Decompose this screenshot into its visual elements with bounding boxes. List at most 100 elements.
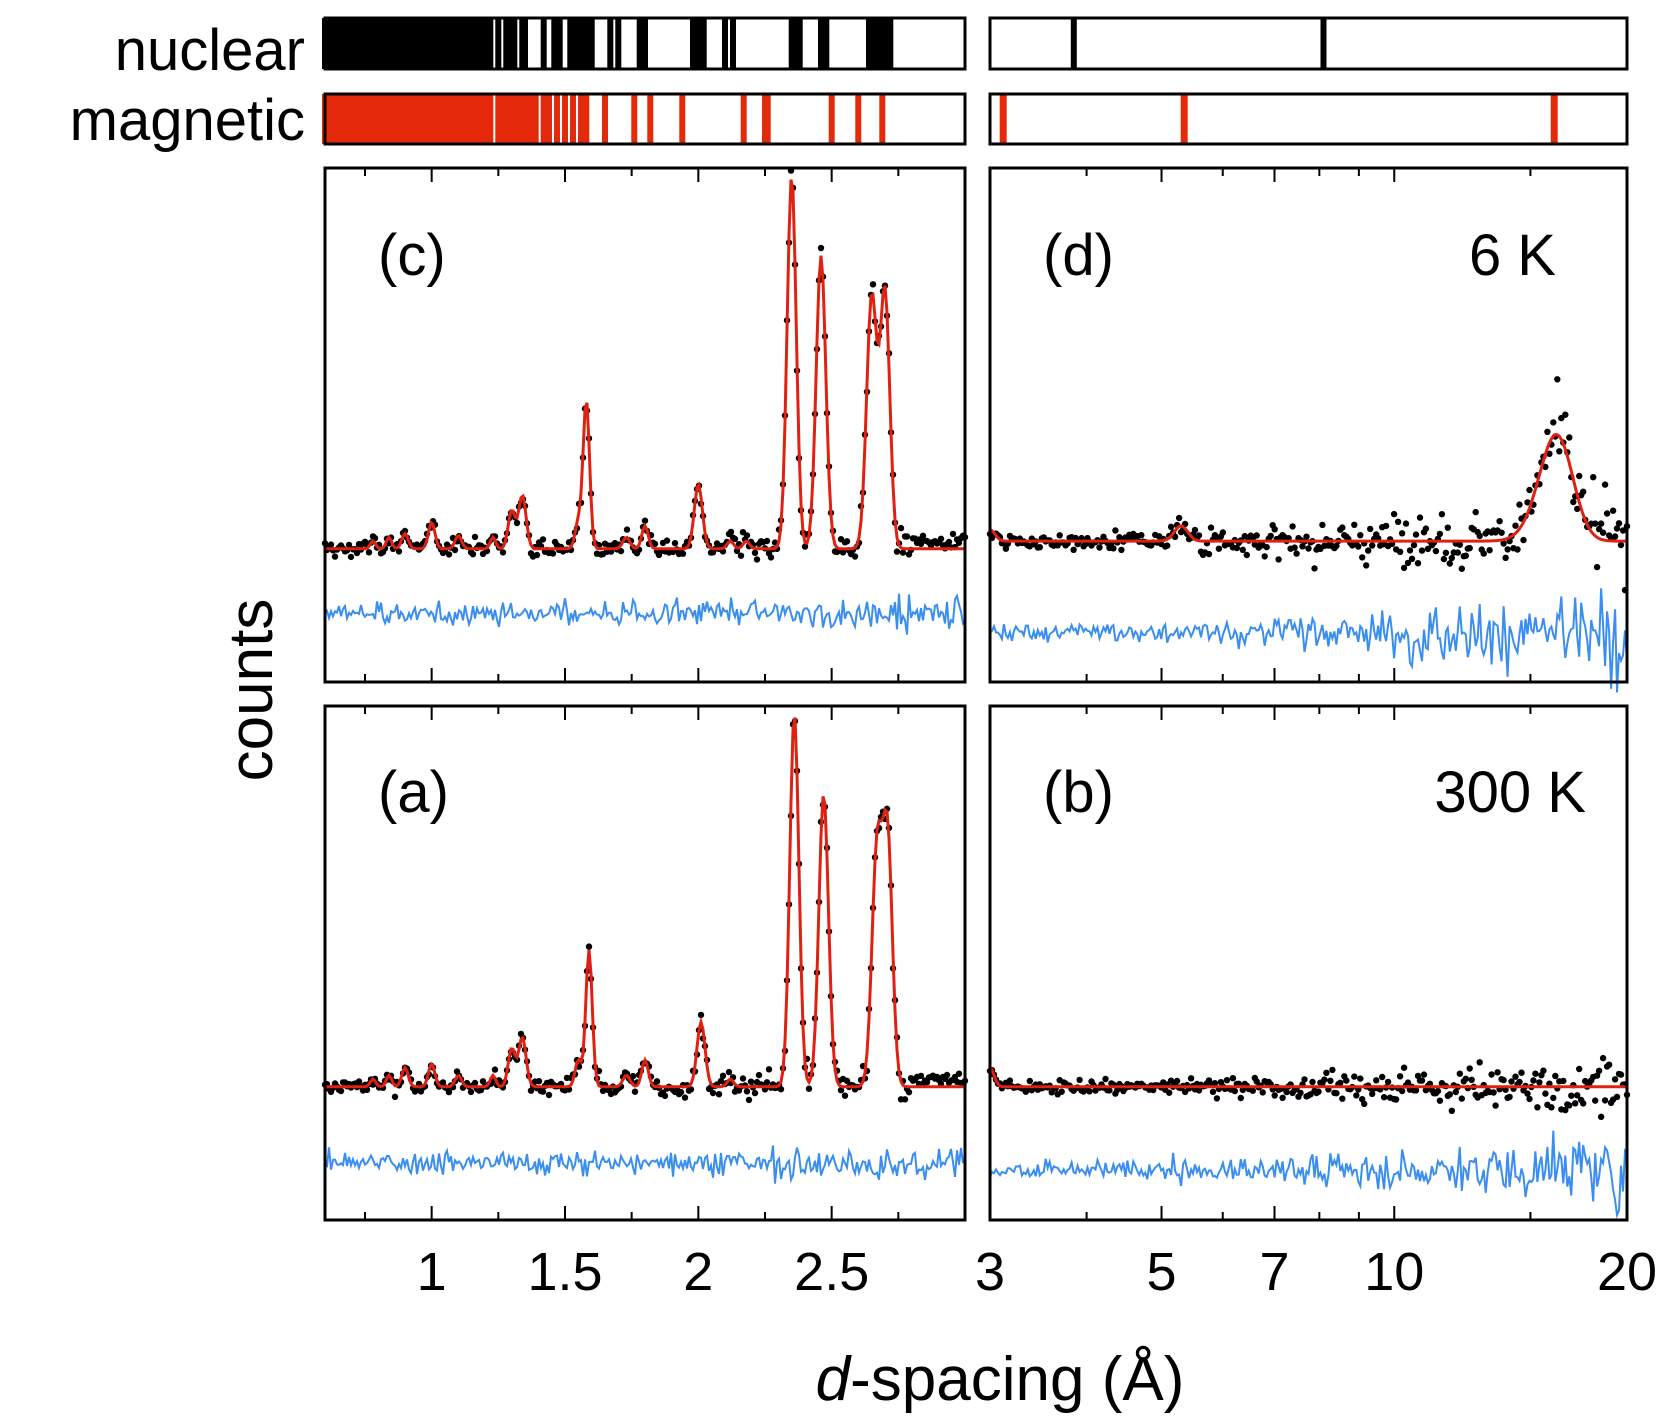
reflection-tick [764, 94, 771, 144]
magnetic-tick-marks-right [999, 94, 1558, 144]
data-point [1291, 544, 1298, 551]
data-point [391, 1093, 399, 1101]
data-point [1414, 560, 1422, 567]
nuclear-tick-marks-right [1070, 18, 1327, 69]
data-point [1617, 541, 1625, 549]
data-point [905, 1089, 913, 1096]
data-point [661, 1092, 669, 1100]
data-point [901, 1096, 909, 1103]
data-point [1556, 448, 1563, 455]
data-point [1480, 550, 1487, 557]
x-axis-label-rest: -spacing (Å) [850, 1345, 1184, 1414]
panel-b-label: (b) [1043, 760, 1114, 825]
data-point [1454, 549, 1462, 556]
data-point [1452, 1088, 1460, 1096]
reflection-tick [556, 18, 563, 69]
data-point [345, 541, 353, 549]
data-point [1305, 545, 1312, 552]
reflection-tick [540, 18, 547, 69]
reflection-tick [522, 94, 528, 144]
reflection-tick [364, 18, 371, 69]
data-point [869, 281, 877, 288]
reflection-tick [722, 18, 728, 69]
temperature-6K-label: 6 K [1469, 223, 1556, 288]
data-point [1500, 540, 1507, 547]
data-point [1597, 520, 1605, 527]
data-point [1546, 450, 1553, 457]
data-point [1406, 547, 1414, 554]
data-point [1568, 1092, 1575, 1099]
reflection-tick [642, 18, 648, 69]
data-point [1293, 550, 1300, 557]
data-point [1309, 1078, 1316, 1086]
data-point [1327, 1077, 1334, 1085]
data-point [715, 1091, 723, 1098]
data-point [1570, 498, 1577, 506]
data-point [1026, 1077, 1034, 1085]
reflection-tick [636, 18, 643, 69]
reflection-tick [364, 94, 371, 144]
data-point [1448, 554, 1456, 562]
y-axis-label: counts [217, 599, 286, 782]
reflection-tick [354, 18, 360, 69]
data-point [1299, 543, 1306, 550]
reflection-tick [511, 18, 518, 69]
data-point [1611, 1076, 1619, 1083]
data-point [1605, 1061, 1613, 1068]
data-point [1116, 534, 1123, 541]
reflection-tick [359, 18, 366, 69]
data-point [1412, 531, 1420, 538]
data-point [1599, 1054, 1607, 1062]
data-point [1601, 1097, 1609, 1104]
data-point [1508, 1078, 1515, 1085]
reflection-tick [482, 94, 488, 144]
reflection-tick [570, 94, 576, 144]
reflection-tick [818, 18, 824, 69]
reflection-tick [343, 18, 350, 69]
data-point [479, 1078, 487, 1085]
reflection-tick [370, 18, 376, 69]
reflection-tick [402, 18, 408, 69]
reflection-tick [396, 18, 403, 69]
data-point [1446, 1091, 1454, 1098]
data-point [653, 1078, 661, 1085]
reflection-tick [434, 18, 440, 69]
data-point [1259, 1089, 1266, 1096]
data-point [469, 551, 477, 558]
data-point [1502, 554, 1509, 561]
data-point [1253, 1078, 1260, 1085]
data-point [1365, 547, 1372, 554]
panel-b-300K-long-d: (b) 300 K [986, 704, 1631, 1222]
data-point [743, 532, 751, 539]
data-point [1432, 547, 1440, 555]
data-point [1462, 552, 1470, 559]
data-point [1379, 1073, 1386, 1081]
panel-c-6K-short-d: (c) [321, 166, 969, 684]
reflection-tick [578, 94, 584, 144]
data-point [753, 556, 761, 563]
data-point [1150, 1086, 1157, 1094]
reflection-tick [567, 18, 574, 69]
data-point [697, 1011, 705, 1019]
data-point [1416, 514, 1424, 521]
magnetic-row-label: magnetic [70, 88, 305, 153]
data-point [549, 550, 557, 557]
data-point [1231, 1087, 1239, 1095]
reflection-tick [578, 18, 584, 69]
data-point [1609, 507, 1617, 514]
data-point [1106, 1087, 1113, 1094]
data-point [1526, 1095, 1533, 1103]
data-point [1263, 543, 1270, 551]
data-point [1619, 527, 1627, 534]
data-point [893, 548, 901, 555]
data-point [1205, 550, 1213, 558]
x-tick-label: 2.5 [794, 1242, 869, 1302]
data-point [1002, 545, 1010, 552]
data-point [1191, 526, 1199, 534]
data-point [1536, 1079, 1543, 1086]
data-point [471, 1079, 479, 1087]
data-point [1112, 527, 1119, 534]
data-point [1440, 555, 1448, 563]
data-point [1574, 505, 1581, 513]
data-point [1496, 518, 1503, 525]
